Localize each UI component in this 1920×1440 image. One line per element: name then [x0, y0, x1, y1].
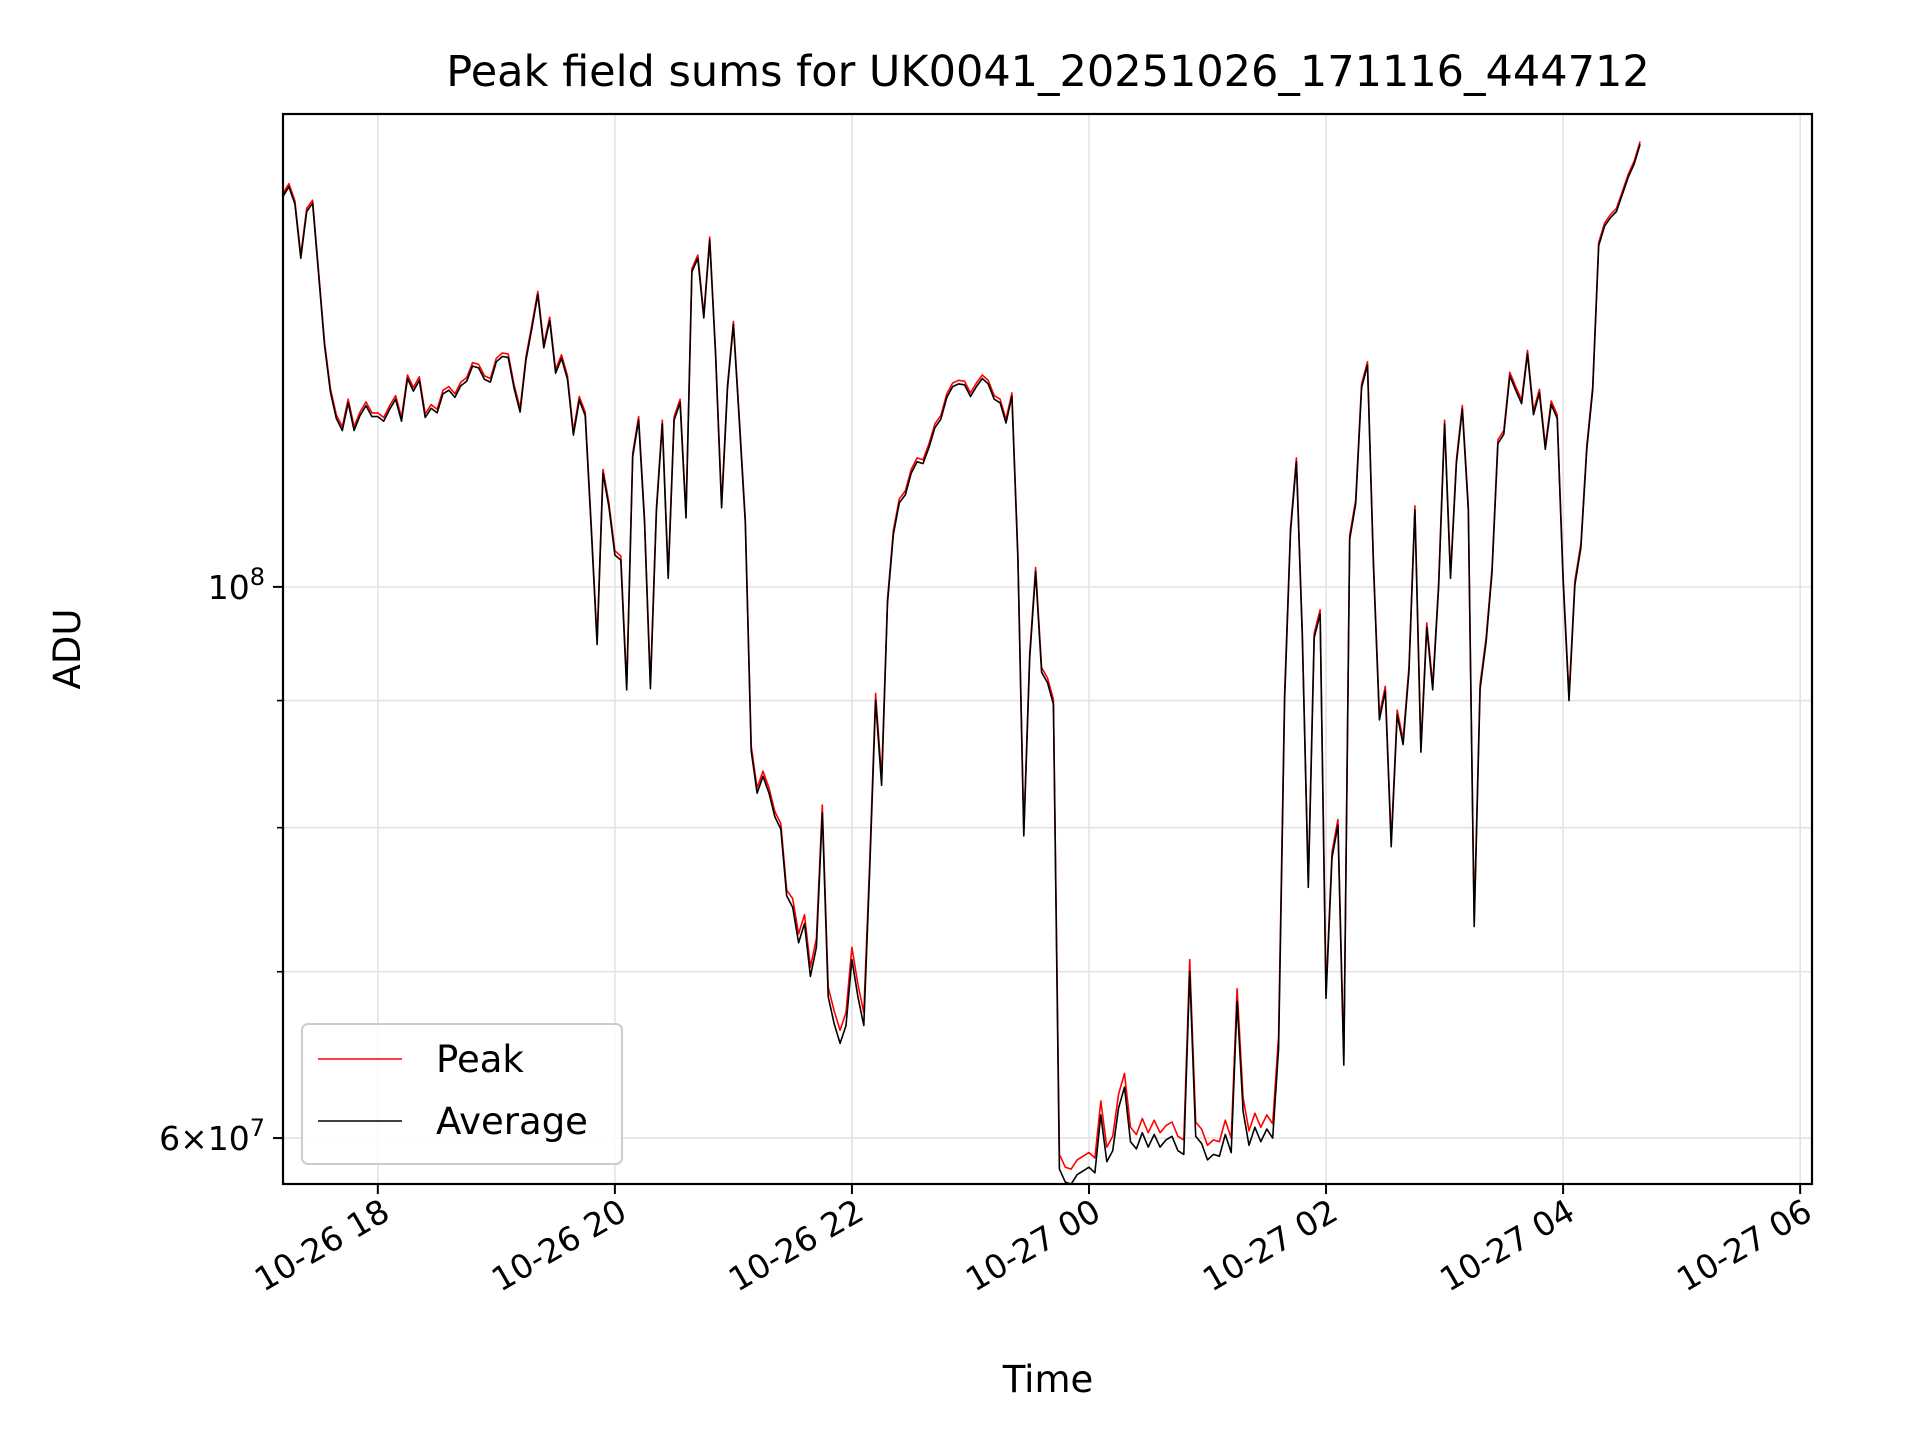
y-tick-base: 10 — [208, 568, 250, 607]
chart-title: Peak field sums for UK0041_20251026_1711… — [446, 47, 1649, 97]
x-axis-label: Time — [1002, 1358, 1094, 1401]
legend-peak-label: Peak — [436, 1038, 524, 1081]
y-tick-exponent: 8 — [250, 563, 265, 591]
y-tick-label: 108 — [208, 563, 265, 607]
legend: Peak Average — [301, 1023, 623, 1165]
y-axis-label: ADU — [46, 609, 89, 690]
y-axis: 108 6×107 — [159, 563, 283, 1158]
y-tick-base: 6×10 — [159, 1119, 250, 1158]
y-tick-label: 6×107 — [159, 1114, 265, 1158]
plot-frame — [281, 112, 1814, 1186]
series-line-average — [283, 144, 1641, 1184]
legend-average-label: Average — [436, 1100, 588, 1143]
series-layer — [283, 141, 1641, 1184]
y-tick-exponent: 7 — [250, 1114, 265, 1142]
grid-lines — [283, 114, 1812, 1184]
